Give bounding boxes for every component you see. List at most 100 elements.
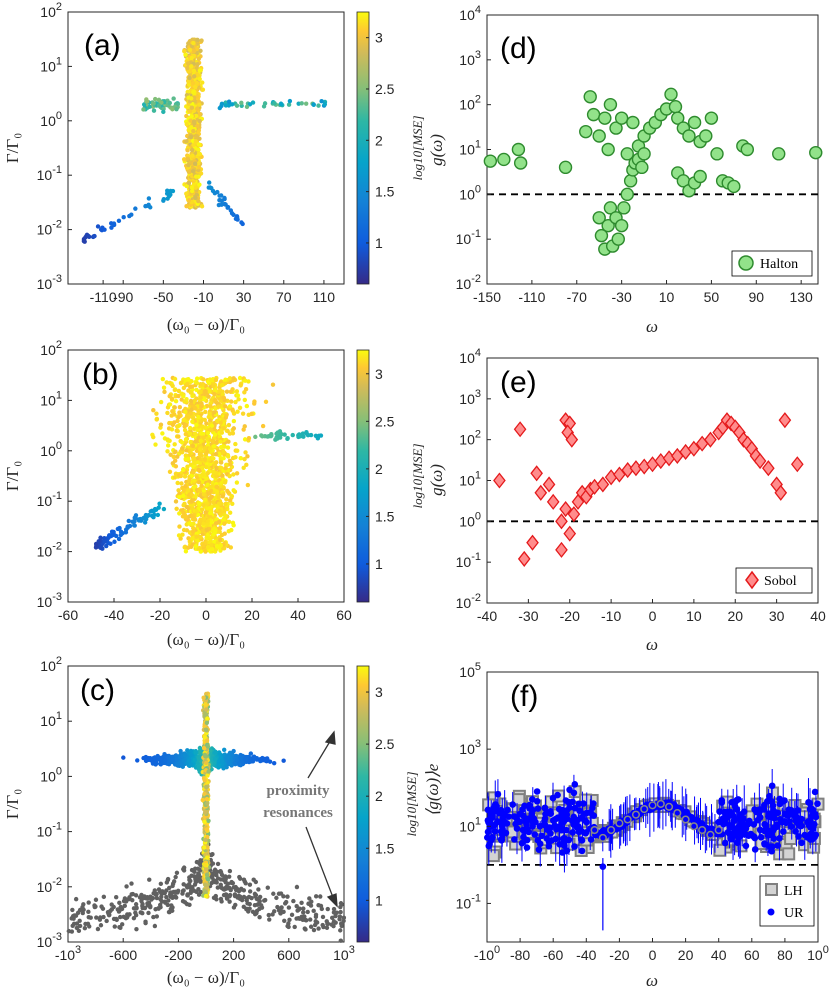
panel-c-point bbox=[238, 887, 243, 892]
panel-b-point bbox=[176, 533, 182, 538]
panel-e-ytick-label: 104 bbox=[459, 347, 481, 366]
panel-b-colorbar-tick-label: 3 bbox=[375, 366, 383, 382]
panel-e-ytick-label: 103 bbox=[459, 388, 481, 407]
panel-a-point bbox=[195, 106, 200, 111]
panel-c-point bbox=[104, 918, 109, 924]
panel-b-point bbox=[104, 543, 109, 549]
panel-c-point bbox=[118, 914, 123, 920]
panel-b-point bbox=[207, 418, 213, 423]
panel-b-point bbox=[235, 448, 240, 453]
panel-b-point bbox=[199, 507, 205, 512]
panel-b-point bbox=[190, 536, 195, 541]
panel-c-point bbox=[291, 898, 296, 904]
panel-b-point bbox=[206, 394, 211, 399]
panel-b-point bbox=[249, 411, 254, 417]
panel-c-point bbox=[276, 891, 282, 896]
panel-c-point bbox=[202, 778, 207, 783]
panel-d-point bbox=[740, 142, 755, 157]
panel-c-point bbox=[175, 763, 181, 768]
panel-b-point bbox=[192, 431, 198, 436]
proximity-annotation-line2: resonances bbox=[263, 805, 333, 821]
panel-c-point bbox=[129, 892, 134, 897]
panel-c-point bbox=[237, 874, 242, 880]
panel-c-point bbox=[205, 801, 210, 806]
panel-e-point bbox=[517, 550, 531, 567]
panel-a-point bbox=[146, 196, 152, 201]
panel-a-point bbox=[192, 74, 197, 79]
panel-c-point bbox=[301, 910, 306, 915]
panel-c-point bbox=[252, 755, 257, 761]
panel-c-point bbox=[287, 917, 292, 922]
panel-b-point bbox=[201, 516, 207, 522]
panel-a-ytick-label: 10-2 bbox=[37, 219, 62, 238]
panel-c-point bbox=[164, 894, 169, 900]
panel-c-point bbox=[202, 810, 208, 815]
panel-c-point bbox=[219, 872, 225, 878]
panel-e-point bbox=[774, 484, 788, 501]
panel-b-point bbox=[194, 448, 200, 454]
panel-a-point bbox=[189, 96, 194, 101]
panel-a-point bbox=[222, 195, 227, 201]
panel-a-point bbox=[185, 156, 190, 161]
panel-b-point bbox=[227, 458, 233, 464]
arrow-upper-head bbox=[324, 730, 336, 745]
panel-e-point bbox=[555, 541, 568, 558]
panel-b-point bbox=[172, 420, 177, 425]
panel-a-point bbox=[303, 101, 309, 106]
panel-c-point bbox=[170, 905, 175, 910]
panel-b-point bbox=[208, 427, 214, 433]
panel-b-point bbox=[167, 402, 173, 407]
panel-c-point bbox=[176, 888, 181, 894]
panel-b-xtick-label: 60 bbox=[336, 607, 352, 623]
panel-b-colorbar-tick-label: 1 bbox=[375, 556, 383, 572]
panel-b-xlabel: (ω₀ − ω)/Γ₀ bbox=[167, 630, 245, 649]
panel-b-point bbox=[218, 439, 223, 444]
panel-b-point bbox=[171, 454, 176, 459]
panel-b-point bbox=[180, 532, 185, 537]
panel-c-point bbox=[302, 926, 307, 931]
panel-c-point bbox=[215, 885, 221, 890]
panel-c-point bbox=[101, 914, 106, 920]
panel-b-point bbox=[164, 380, 169, 385]
panel-b-point bbox=[190, 443, 196, 449]
panel-b-point bbox=[198, 447, 203, 452]
panel-b-point bbox=[223, 514, 228, 519]
panel-b-point bbox=[188, 439, 193, 445]
panel-a-point bbox=[197, 76, 202, 82]
panel-b-point bbox=[243, 378, 248, 383]
panel-b-point bbox=[234, 471, 240, 476]
panel-a-point bbox=[129, 212, 134, 217]
panel-b-point bbox=[202, 389, 208, 394]
panel-b-point bbox=[156, 505, 161, 510]
panel-a-point bbox=[184, 191, 189, 196]
panel-b-point bbox=[226, 422, 232, 428]
panel-b-point bbox=[285, 435, 290, 441]
panel-d-point bbox=[609, 121, 623, 135]
panel-c-point bbox=[106, 912, 112, 918]
panel-a-point bbox=[190, 102, 195, 107]
panel-c-point bbox=[338, 938, 344, 943]
panel-c-point bbox=[193, 749, 198, 754]
panel-a-point bbox=[196, 130, 201, 136]
panel-b-point bbox=[225, 488, 230, 494]
panel-c-point bbox=[285, 923, 290, 929]
panel-a-point bbox=[198, 48, 203, 53]
panel-c-point bbox=[285, 894, 290, 899]
panel-b-point bbox=[158, 422, 164, 427]
panel-a-point bbox=[133, 206, 138, 211]
panel-c-point bbox=[204, 720, 210, 726]
panel-e-ytick-label: 102 bbox=[459, 429, 481, 448]
panel-c-point bbox=[162, 758, 168, 763]
panel-c-point bbox=[140, 910, 145, 916]
panel-c-point bbox=[130, 897, 135, 903]
panel-b-point bbox=[185, 456, 191, 461]
panel-c-point bbox=[216, 763, 221, 768]
panel-b-point bbox=[176, 434, 181, 439]
panel-b-point bbox=[182, 428, 188, 433]
panel-c-point bbox=[319, 906, 324, 912]
panel-c-point bbox=[231, 748, 236, 754]
panel-d-ylabel: g(ω) bbox=[427, 134, 446, 166]
panel-d-ytick-label: 10-1 bbox=[456, 228, 481, 247]
panel-c-point bbox=[98, 915, 103, 920]
